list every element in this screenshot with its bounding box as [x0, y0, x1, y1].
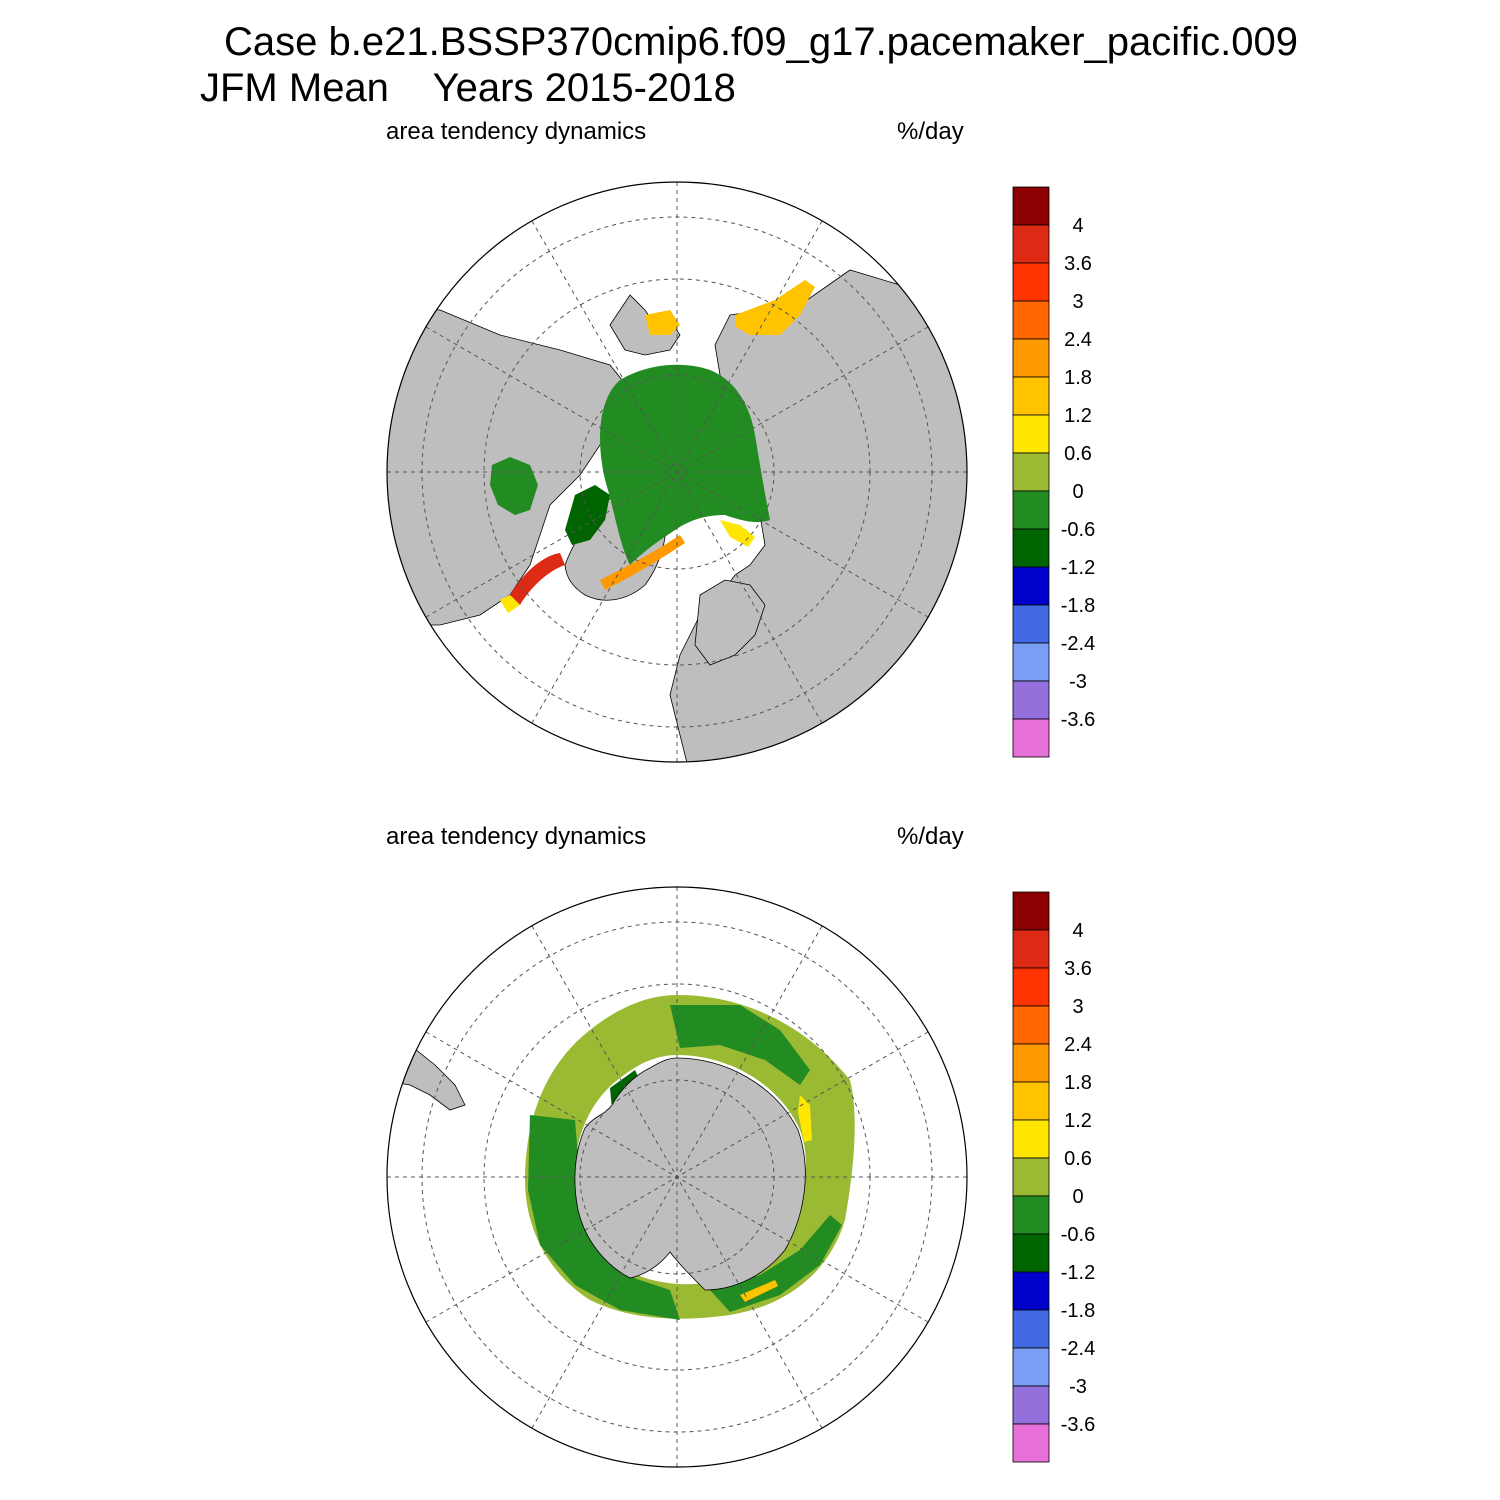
figure-title-line2: JFM Mean Years 2015-2018	[200, 66, 736, 110]
colorbar-tick-label: 1.8	[1064, 1072, 1092, 1094]
colorbar-tick-label: 4	[1072, 215, 1083, 237]
colorbar-tick-label: 2.4	[1064, 1034, 1092, 1056]
north-map-border	[386, 181, 968, 763]
north-graticule	[387, 182, 967, 762]
okhotsk-sea-tendency	[735, 280, 815, 335]
panel1-units-label: %/day	[897, 118, 964, 145]
colorbar-tick-label: -1.2	[1061, 557, 1095, 579]
colorbar-tick-label: 0.6	[1064, 443, 1092, 465]
colorbar-tick-label: -1.2	[1061, 1262, 1095, 1284]
north-polar-map	[386, 181, 968, 763]
colorbar-box	[1012, 528, 1050, 568]
colorbar-box	[1012, 642, 1050, 682]
colorbar-box	[1012, 566, 1050, 606]
colorbar-north: 4 3.6 3 2.4 1.8 1.2 0.6 0 -0.6 -1.2 -1.8 -2.4 -3 -3.6	[1012, 186, 1095, 758]
colorbar-box	[1012, 1423, 1050, 1463]
bering-sea-tendency	[645, 310, 680, 335]
figure-title-line1: Case b.e21.BSSP370cmip6.f09_g17.pacemake…	[224, 20, 1299, 64]
arctic-ice-tendency	[600, 364, 770, 565]
colorbar-box	[1012, 967, 1050, 1007]
colorbar-box	[1012, 1271, 1050, 1311]
colorbar-tick-label: 4	[1072, 920, 1083, 942]
colorbar-tick-label: 3	[1072, 996, 1083, 1018]
colorbar-box	[1012, 1385, 1050, 1425]
colorbar-box	[1012, 1347, 1050, 1387]
colorbar-box	[1012, 1195, 1050, 1235]
colorbar-box	[1012, 262, 1050, 302]
colorbar-box	[1012, 414, 1050, 454]
colorbar-box	[1012, 891, 1050, 931]
south-map-border	[386, 886, 968, 1468]
colorbar-box	[1012, 1309, 1050, 1349]
colorbar-tick-label: -3.6	[1061, 1414, 1095, 1436]
colorbar-tick-label: -3.6	[1061, 709, 1095, 731]
panel1-variable-label: area tendency dynamics	[386, 118, 647, 145]
colorbar-box	[1012, 604, 1050, 644]
colorbar-box	[1012, 929, 1050, 969]
colorbar-tick-label: 3.6	[1064, 958, 1092, 980]
colorbar-box	[1012, 680, 1050, 720]
colorbar-box	[1012, 1081, 1050, 1121]
panel2-units-label: %/day	[897, 823, 964, 850]
colorbar-box	[1012, 1119, 1050, 1159]
colorbar-tick-label: -0.6	[1061, 519, 1095, 541]
south-map-content	[387, 995, 855, 1320]
panel2-variable-label: area tendency dynamics	[386, 823, 647, 850]
colorbar-tick-label: 1.2	[1064, 405, 1092, 427]
southern-ice-ring-outer	[525, 995, 855, 1319]
colorbar-tick-label: -3	[1069, 1376, 1087, 1398]
colorbar-tick-label: 1.2	[1064, 1110, 1092, 1132]
colorbar-tick-label: 0	[1072, 481, 1083, 503]
colorbar-tick-label: -1.8	[1061, 595, 1095, 617]
colorbar-tick-label: 1.8	[1064, 367, 1092, 389]
colorbar-box	[1012, 718, 1050, 758]
colorbar-tick-label: 0	[1072, 1186, 1083, 1208]
colorbar-tick-label: -1.8	[1061, 1300, 1095, 1322]
colorbar-box	[1012, 1043, 1050, 1083]
labrador-ice-edge	[510, 553, 565, 605]
colorbar-box	[1012, 300, 1050, 340]
southern-ice-ring-green-west	[528, 1115, 680, 1320]
hudson-ice-tendency	[565, 485, 610, 545]
southern-ice-ring-green-east	[670, 1005, 810, 1085]
coastal-positive-south	[740, 1280, 778, 1302]
colorbar-south: 4 3.6 3 2.4 1.8 1.2 0.6 0 -0.6 -1.2 -1.8 -2.4 -3 -3.6	[1012, 891, 1095, 1463]
colorbar-box	[1012, 338, 1050, 378]
south-graticule	[387, 887, 967, 1467]
colorbar-box	[1012, 224, 1050, 264]
labrador-ice-edge-yellow	[500, 595, 520, 613]
south-polar-map	[386, 886, 968, 1468]
colorbar-box	[1012, 452, 1050, 492]
coastal-positive-east	[798, 1095, 812, 1142]
colorbar-tick-label: -0.6	[1061, 1224, 1095, 1246]
colorbar-box	[1012, 186, 1050, 226]
colorbar-box	[1012, 376, 1050, 416]
colorbar-tick-label: 3.6	[1064, 253, 1092, 275]
southern-ice-ring-green-south	[710, 1215, 842, 1312]
colorbar-tick-label: 0.6	[1064, 1148, 1092, 1170]
colorbar-box	[1012, 1005, 1050, 1045]
colorbar-box	[1012, 1233, 1050, 1273]
colorbar-tick-label: -2.4	[1061, 1338, 1095, 1360]
colorbar-tick-label: -2.4	[1061, 633, 1095, 655]
colorbar-box	[1012, 1157, 1050, 1197]
colorbar-box	[1012, 490, 1050, 530]
colorbar-tick-label: 2.4	[1064, 329, 1092, 351]
scandinavia-land	[694, 579, 766, 666]
north-map-content	[387, 269, 967, 762]
colorbar-tick-label: -3	[1069, 671, 1087, 693]
colorbar-tick-label: 3	[1072, 291, 1083, 313]
